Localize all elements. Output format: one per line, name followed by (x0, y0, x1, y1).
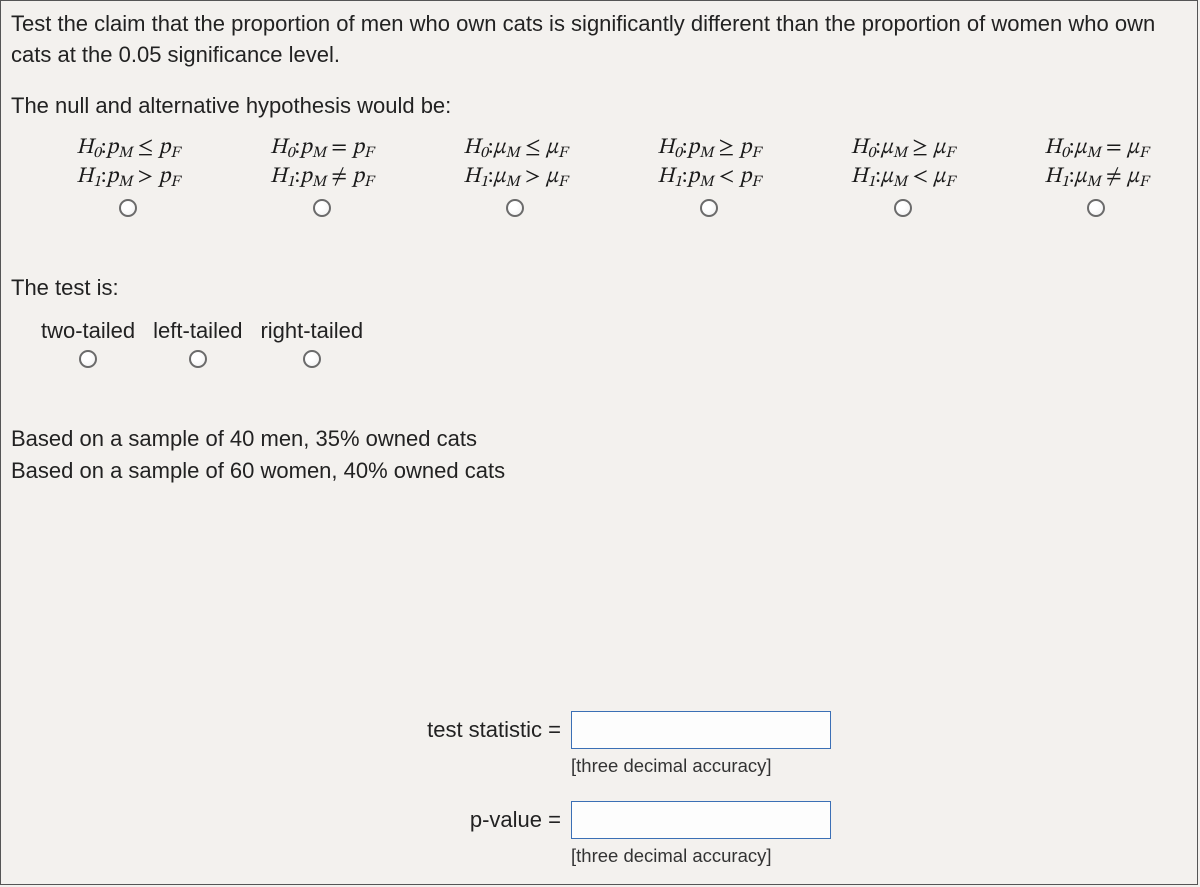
hypothesis-math: H0:μM ≥ μFH1:μM < μF (850, 135, 954, 193)
radio-icon (506, 199, 524, 217)
radio-icon (189, 350, 207, 368)
hypothesis-math: H0:pM = pFH1:pM ≠ pF (270, 135, 374, 193)
p-value-label: p-value = (1, 807, 571, 833)
tail-options-row: two-tailed left-tailed right-tailed (41, 318, 1187, 368)
tail-option-two[interactable]: two-tailed (41, 318, 135, 368)
hypothesis-math: H0:μM ≤ μFH1:μM > μF (463, 135, 567, 193)
hypothesis-option-4[interactable]: H0:pM ≥ pFH1:pM < pF (618, 135, 800, 217)
radio-icon (313, 199, 331, 217)
test-statistic-hint: [three decimal accuracy] (571, 755, 1197, 777)
hypothesis-option-2[interactable]: H0:pM = pFH1:pM ≠ pF (231, 135, 413, 217)
test-statistic-label: test statistic = (1, 717, 571, 743)
hypothesis-math: H0:pM ≥ pFH1:pM < pF (657, 135, 761, 193)
hypothesis-option-5[interactable]: H0:μM ≥ μFH1:μM < μF (812, 135, 994, 217)
hypothesis-option-6[interactable]: H0:μM = μFH1:μM ≠ μF (1005, 135, 1187, 217)
sample-women-line: Based on a sample of 60 women, 40% owned… (11, 456, 1187, 487)
sample-info: Based on a sample of 40 men, 35% owned c… (11, 424, 1187, 488)
hypothesis-option-1[interactable]: H0:pM ≤ pFH1:pM > pF (37, 135, 219, 217)
tail-label-two: two-tailed (41, 318, 135, 344)
question-page: Test the claim that the proportion of me… (0, 0, 1198, 885)
test-statistic-input[interactable] (571, 711, 831, 749)
hypothesis-math: H0:pM ≤ pFH1:pM > pF (76, 135, 180, 193)
tail-label-right: right-tailed (260, 318, 363, 344)
radio-icon (303, 350, 321, 368)
p-value-hint: [three decimal accuracy] (571, 845, 1197, 867)
hypothesis-prompt: The null and alternative hypothesis woul… (11, 91, 1187, 122)
tail-option-right[interactable]: right-tailed (260, 318, 363, 368)
hypothesis-math: H0:μM = μFH1:μM ≠ μF (1044, 135, 1148, 193)
radio-icon (700, 199, 718, 217)
p-value-input[interactable] (571, 801, 831, 839)
answer-area: test statistic = [three decimal accuracy… (1, 711, 1197, 881)
radio-icon (1087, 199, 1105, 217)
tail-label-left: left-tailed (153, 318, 242, 344)
test-is-label: The test is: (11, 273, 1187, 304)
radio-icon (79, 350, 97, 368)
sample-men-line: Based on a sample of 40 men, 35% owned c… (11, 424, 1187, 455)
question-intro: Test the claim that the proportion of me… (11, 9, 1187, 71)
tail-option-left[interactable]: left-tailed (153, 318, 242, 368)
radio-icon (894, 199, 912, 217)
hypothesis-option-3[interactable]: H0:μM ≤ μFH1:μM > μF (424, 135, 606, 217)
hypothesis-options-row: H0:pM ≤ pFH1:pM > pF H0:pM = pFH1:pM ≠ pF… (37, 135, 1187, 217)
radio-icon (119, 199, 137, 217)
